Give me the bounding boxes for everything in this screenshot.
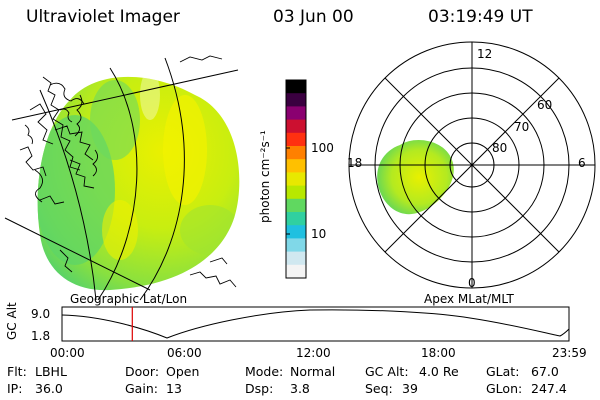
colorbar-tick-10: 10 [311,227,327,241]
colorbar-cell [286,212,306,226]
colorbar-cell [286,172,306,187]
altitude-xtick-2: 12:00 [296,346,331,360]
colorbar-cell [286,198,306,213]
mode-value: Normal [290,364,336,379]
gc-altitude-value: 4.0 Re [419,364,459,379]
mlt-label-12: 12 [477,47,493,61]
altitude-xtick-0: 00:00 [50,346,85,360]
colorbar-cell [286,238,306,253]
door-label: Door: [125,364,160,379]
colorbar-cell [286,106,306,121]
mlat-label-70: 70 [514,120,530,134]
altitude-curve [61,309,570,339]
ip-value: 36.0 [35,381,63,396]
colorbar-cell [286,225,306,239]
ip-label: IP: [7,381,23,396]
colorbar-cell [286,80,306,94]
gain-value: 13 [166,381,182,396]
uv-polar-image [377,140,454,215]
colorbar-cell [286,93,306,107]
gc-altitude-label: GC Alt: [365,364,409,379]
seq-label: Seq: [365,381,393,396]
lat-lon-grid [4,57,239,301]
glat-value: 67.0 [531,364,559,379]
glon-label: GLon: [486,381,523,396]
glat-label: GLat: [486,364,520,379]
filter-value: LBHL [35,364,67,379]
seq-value: 39 [402,381,418,396]
geographic-projection-label: Geographic Lat/Lon [70,292,188,306]
colorbar-cell [286,185,306,200]
mlt-label-18: 18 [347,156,363,170]
instrument-title: Ultraviolet Imager [26,7,180,27]
colorbar-cell [286,132,306,147]
altitude-xtick-1: 06:00 [167,346,202,360]
observation-date: 03 Jun 00 [273,7,354,27]
colorbar-cell [286,119,306,134]
mlat-label-80: 80 [492,141,508,155]
colorbar-tick-100: 100 [311,141,334,155]
mlat-label-60: 60 [537,98,553,112]
altitude-xtick-4: 23:59 [552,346,587,360]
colorbar-cell [286,146,306,160]
polar-grid [348,41,596,289]
gain-label: Gain: [125,381,158,396]
polar-projection-label: Apex MLat/MLT [424,292,514,306]
colorbar-gradient [286,80,306,279]
dsp-value: 3.8 [290,381,310,396]
altitude-ytick-min: 1.8 [31,329,51,343]
altitude-xtick-3: 18:00 [421,346,456,360]
altitude-ytick-max: 9.0 [31,307,51,321]
colorbar-cell [286,159,306,173]
mlt-label-0: 0 [468,276,476,290]
coastline-contours [19,55,237,288]
filter-label: Flt: [7,364,27,379]
colorbar-cell [286,264,306,279]
glon-value: 247.4 [531,381,567,396]
dsp-label: Dsp: [245,381,274,396]
colorbar-cell [286,251,306,266]
mode-label: Mode: [245,364,284,379]
mlt-label-6: 6 [578,156,586,170]
door-value: Open [166,364,200,379]
observation-time: 03:19:49 UT [428,7,533,27]
uv-image-disk [37,76,240,291]
